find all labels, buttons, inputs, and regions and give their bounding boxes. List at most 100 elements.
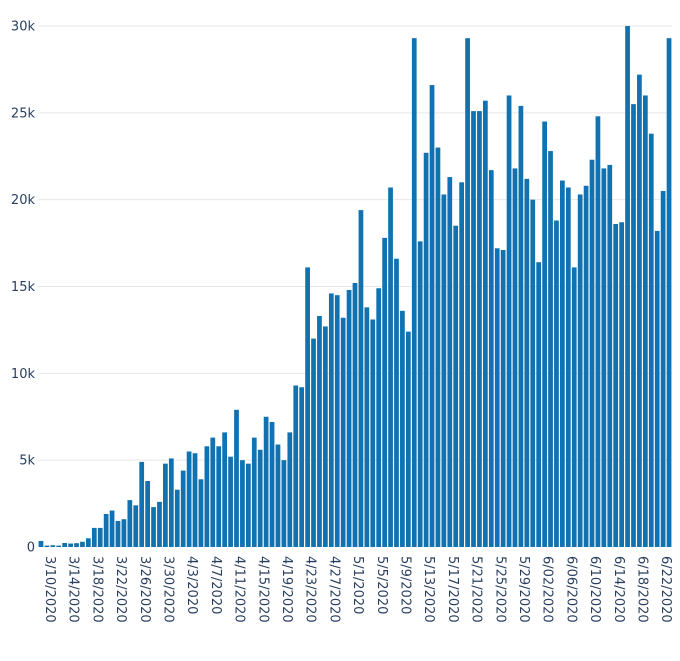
x-tick-label: 5/9/2020 — [397, 556, 412, 614]
y-tick-label: 30k — [11, 20, 36, 35]
x-tick-label: 6/22/2020 — [658, 556, 673, 623]
bar — [637, 74, 642, 547]
bar — [518, 105, 524, 547]
bar — [595, 116, 601, 547]
bar — [275, 444, 281, 547]
x-tick-label: 5/13/2020 — [421, 556, 436, 623]
y-tick-label: 15k — [11, 280, 36, 295]
bar — [364, 307, 370, 547]
bar — [168, 458, 174, 547]
bar — [263, 416, 269, 547]
bar — [388, 187, 393, 547]
bar — [281, 460, 287, 547]
bar — [506, 95, 512, 547]
bar — [453, 225, 459, 547]
y-tick-label: 0 — [27, 541, 35, 556]
x-tick-label: 4/27/2020 — [326, 556, 341, 623]
bar — [666, 38, 672, 547]
bar — [186, 451, 192, 547]
bar — [571, 267, 577, 547]
bar — [62, 543, 68, 547]
bar — [251, 437, 257, 547]
bar — [423, 152, 429, 547]
bar — [471, 111, 476, 547]
bar — [334, 295, 340, 547]
bar — [174, 489, 180, 547]
bar — [660, 190, 666, 548]
bar — [91, 527, 97, 547]
bar — [97, 527, 103, 547]
bar — [429, 85, 435, 548]
bar — [115, 520, 121, 547]
x-tick-label: 5/17/2020 — [445, 556, 460, 623]
bar — [565, 187, 571, 547]
bar — [311, 338, 316, 547]
bar — [180, 470, 186, 547]
bar — [323, 326, 328, 547]
x-tick-label: 4/15/2020 — [255, 556, 270, 623]
bar — [524, 178, 530, 547]
bar — [654, 230, 660, 547]
x-tick-label: 4/7/2020 — [208, 556, 223, 614]
x-tick-label: 3/10/2020 — [42, 556, 57, 623]
bar — [222, 432, 228, 547]
x-tick-label: 3/26/2020 — [137, 556, 152, 623]
bar — [583, 185, 589, 547]
bar — [127, 500, 133, 547]
bar — [210, 437, 216, 547]
x-tick-label: 3/14/2020 — [66, 556, 81, 623]
bar — [625, 26, 630, 547]
bar — [192, 453, 198, 547]
bar — [44, 545, 50, 547]
bar — [358, 210, 364, 547]
y-tick-label: 20k — [11, 193, 36, 208]
bar — [109, 510, 115, 547]
bar — [228, 456, 233, 547]
bar — [216, 446, 222, 547]
bar — [38, 540, 44, 547]
bar — [459, 182, 465, 548]
x-tick-label: 3/18/2020 — [89, 556, 104, 623]
bar — [577, 194, 583, 547]
bar — [103, 514, 109, 547]
bar — [394, 258, 399, 547]
bar — [447, 177, 453, 547]
y-tick-label: 5k — [19, 454, 35, 469]
bar — [477, 111, 482, 547]
bar — [607, 164, 613, 547]
bar — [441, 194, 447, 547]
y-tick-label: 25k — [11, 106, 36, 121]
bar — [163, 463, 168, 547]
bar — [56, 545, 62, 547]
bar — [80, 541, 85, 547]
bar — [560, 180, 565, 547]
bar — [269, 421, 275, 547]
bar — [328, 293, 334, 547]
x-axis-ticks: 3/10/2020 3/14/2020 3/18/2020 3/22/2020 3/26… — [42, 556, 673, 623]
bar — [589, 159, 595, 547]
bar — [139, 461, 145, 547]
y-axis-ticks: 0 5k 10k 15k 20k 25k 30k — [11, 20, 36, 556]
bar — [601, 168, 607, 547]
bar — [642, 95, 648, 547]
bar — [85, 538, 91, 547]
x-tick-label: 6/06/2020 — [563, 556, 578, 623]
bar — [405, 331, 411, 547]
x-tick-label: 6/14/2020 — [611, 556, 626, 623]
bar — [133, 505, 139, 547]
bar — [648, 133, 654, 548]
x-tick-label: 3/22/2020 — [113, 556, 128, 623]
bar — [293, 385, 299, 547]
x-tick-label: 4/23/2020 — [303, 556, 318, 623]
bar — [346, 289, 352, 547]
bar — [465, 38, 470, 547]
bar — [631, 104, 636, 548]
x-tick-label: 4/3/2020 — [184, 556, 199, 614]
bar — [245, 463, 251, 547]
bar — [340, 317, 346, 547]
x-tick-label: 6/02/2020 — [540, 556, 555, 623]
bar — [299, 387, 305, 547]
bar — [536, 262, 542, 547]
